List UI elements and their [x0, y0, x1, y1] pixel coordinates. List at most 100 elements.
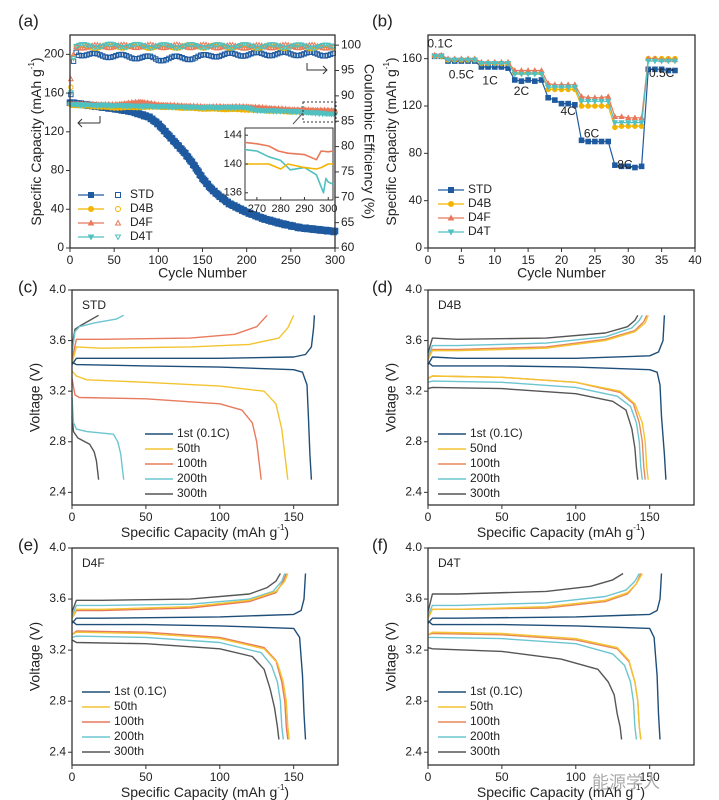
panel-c-ytick-label: 3.2 — [49, 383, 66, 397]
rate-point-D4T — [551, 84, 558, 91]
rate-point-D4T — [531, 71, 538, 78]
charge-curve-100th — [71, 314, 268, 360]
rate-point-STD — [511, 77, 518, 83]
ce-point-D4T — [330, 44, 337, 51]
panel-f-xlabel: Specific Capacity (mAh g-1) — [477, 783, 645, 800]
rate-annotation: 4C — [561, 104, 577, 118]
panel-e-frame — [71, 547, 339, 766]
legend-marker-D4F — [87, 219, 95, 226]
panel-a-ytick-label: 40 — [51, 201, 65, 215]
charge-curve-100th — [427, 315, 648, 360]
rate-point-D4T — [538, 71, 545, 78]
panel-d-xtick-label: 100 — [566, 510, 586, 524]
panel-e-xtick-label: 100 — [210, 770, 230, 784]
charge-curve-1st (0.1C) — [427, 573, 663, 624]
charge-curve-200th — [71, 314, 125, 354]
rate-point-D4F — [605, 93, 612, 99]
rate-point-D4T — [511, 71, 518, 78]
ce-point-STD — [70, 58, 77, 64]
rate-point-D4F — [618, 113, 625, 119]
rate-point-D4T — [658, 58, 665, 65]
panel-e-ytick-label: 3.6 — [49, 591, 66, 605]
ce-point-D4F — [311, 41, 318, 48]
rate-point-STD — [545, 94, 551, 101]
rate-point-D4T — [618, 120, 625, 126]
discharge-curve-300th — [427, 646, 623, 740]
rate-point-STD — [672, 67, 678, 74]
panel-f-xtick-label: 50 — [495, 770, 509, 784]
panel-a-ytick-label: 200 — [44, 47, 64, 61]
panel-d-ytick-label: 4.0 — [405, 282, 422, 296]
panel-d-xtick-label: 50 — [495, 510, 509, 524]
rate-point-D4T — [611, 120, 619, 126]
rate-point-D4F — [578, 93, 585, 99]
rate-point-STD — [632, 164, 638, 171]
panel-c-ytick-label: 4.0 — [49, 282, 66, 296]
panel-b-xtick-label: 30 — [622, 253, 636, 267]
legend-label-100th: 100th — [470, 714, 500, 728]
ce-point-D4T — [229, 45, 236, 52]
rate-point-STD — [525, 77, 531, 83]
rate-point-D4T — [545, 84, 552, 91]
ce-point-D4F — [102, 44, 109, 50]
charge-curve-200th — [427, 573, 640, 616]
zoom-pointer-icon — [292, 112, 304, 125]
panel-a-y2tick-label: 65 — [341, 215, 355, 229]
panel-a-y2tick-label: 60 — [341, 240, 355, 254]
rate-point-D4T — [631, 120, 639, 126]
legend-label-200th: 200th — [470, 729, 500, 743]
panel-b-xtick-label: 25 — [588, 253, 602, 267]
rate-point-D4F — [631, 114, 639, 121]
panel-label-f: (f) — [372, 535, 388, 554]
ce-point-D4T — [290, 43, 297, 49]
rate-point-D4T — [524, 71, 532, 78]
panel-d-xlabel: Specific Capacity (mAh g-1) — [477, 523, 645, 540]
rate-point-STD — [665, 67, 672, 74]
discharge-curve-300th — [71, 639, 280, 740]
ce-point-D4T — [208, 43, 215, 50]
charge-curve-300th — [427, 572, 624, 612]
panel-a-y2tick-label: 75 — [341, 164, 355, 178]
legend-label-1st (0.1C): 1st (0.1C) — [114, 684, 167, 698]
left-axis-arrow-icon — [77, 116, 101, 128]
charge-curve-100th — [71, 573, 287, 619]
panel-f-ytick-label: 3.6 — [405, 591, 422, 605]
ce-point-D4F — [75, 44, 82, 51]
ce-point-D4F — [94, 41, 101, 47]
panel-label-b: (b) — [372, 11, 393, 30]
panel-c-ytick-label: 3.6 — [49, 333, 66, 347]
rate-annotation: 1C — [482, 73, 498, 87]
ce-point-D4T — [258, 45, 265, 51]
legend-label-D4T: D4T — [468, 224, 491, 238]
rate-point-STD — [658, 66, 665, 73]
ce-point-D4F — [210, 44, 218, 50]
rate-point-STD — [585, 138, 592, 145]
charge-curve-50nd — [427, 315, 649, 360]
panel-d-ytick-label: 2.8 — [405, 434, 422, 448]
ce-point-D4T — [237, 43, 244, 49]
discharge-curve-200th — [71, 397, 125, 480]
ce-point-D4F — [67, 75, 74, 82]
rate-annotation: 0.5C — [649, 66, 675, 80]
charge-curve-300th — [427, 314, 639, 354]
discharge-curve-200th — [428, 636, 638, 740]
legend-label-D4B: D4B — [130, 201, 153, 215]
ce-point-D4T — [120, 45, 127, 51]
panel-b-ytick-label: 120 — [402, 98, 422, 112]
discharge-curve-200th — [427, 380, 643, 480]
ce-point-D4T — [311, 45, 318, 52]
panel-a-ytick-label: 80 — [51, 163, 65, 177]
rate-point-D4T — [571, 84, 578, 91]
ce-point-D4T — [234, 44, 241, 50]
discharge-curve-100th — [71, 630, 289, 740]
charge-curve-1st (0.1C) — [71, 315, 316, 366]
rate-point-D4F — [625, 114, 632, 121]
legend-label-100th: 100th — [114, 714, 144, 728]
inset-xtick-label: 280 — [271, 203, 289, 215]
ce-point-D4T — [126, 44, 133, 50]
ce-point-D4B — [68, 84, 74, 90]
discharge-curve-100th — [71, 378, 262, 480]
rate-point-D4T — [518, 71, 525, 78]
rate-point-D4T — [478, 61, 485, 67]
panel-f-xtick-label: 150 — [640, 770, 660, 784]
